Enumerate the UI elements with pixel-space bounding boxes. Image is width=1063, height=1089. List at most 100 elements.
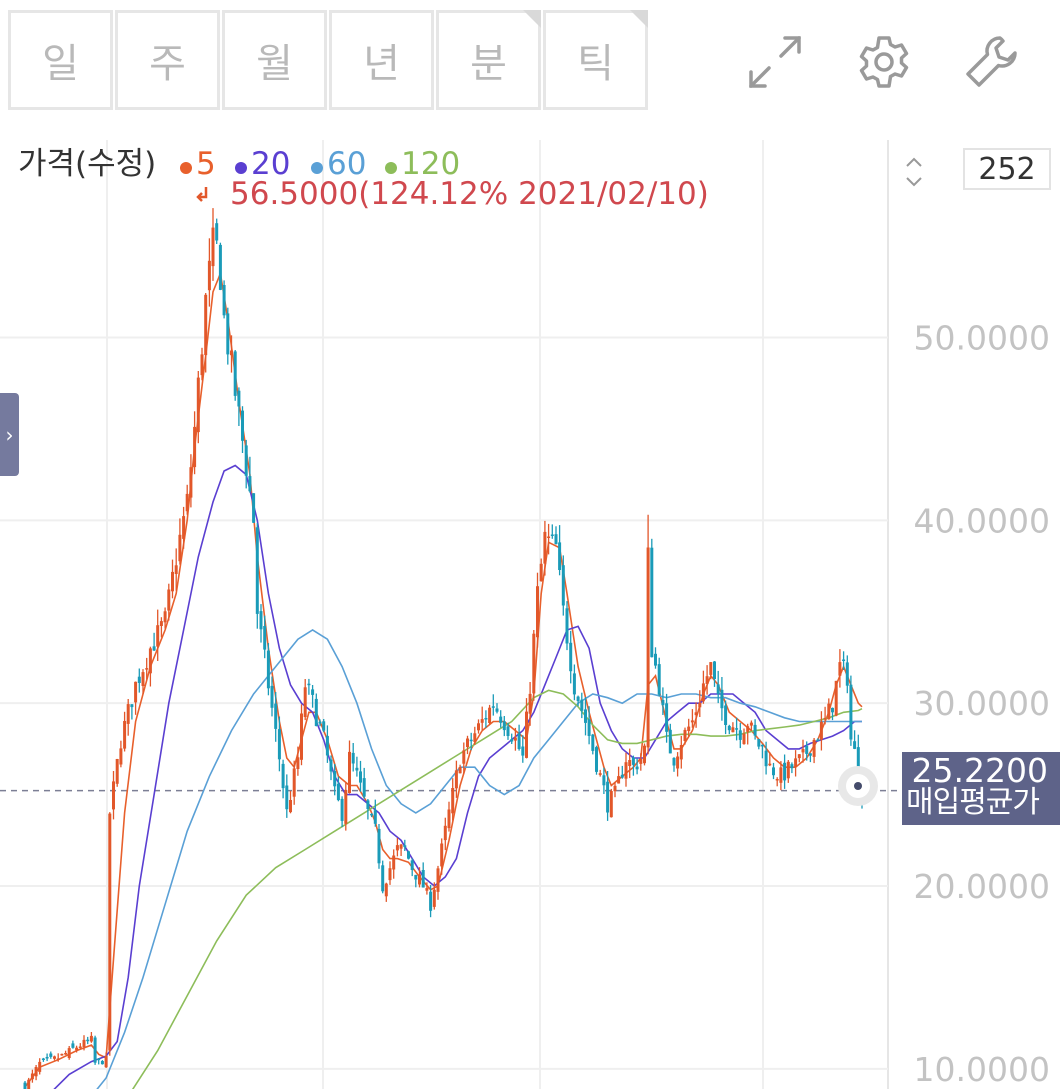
candle-body <box>292 768 296 797</box>
candle-body <box>322 721 326 731</box>
candle-body <box>266 650 270 689</box>
candle-body <box>359 771 362 783</box>
candle-body <box>521 746 525 756</box>
scroll-arrows-icon[interactable] <box>906 157 922 187</box>
candle-body <box>425 888 429 891</box>
candle-body <box>749 722 753 726</box>
candle-body <box>421 870 425 888</box>
side-panel-toggle[interactable]: › <box>0 393 19 476</box>
chart-grid <box>0 140 900 1089</box>
candle-body <box>388 868 392 881</box>
candle-body <box>827 703 831 720</box>
candle-body <box>71 1043 75 1048</box>
candle-count-field[interactable]: 252 <box>963 148 1051 190</box>
candle-body <box>82 1039 86 1047</box>
candle-body <box>536 586 539 638</box>
candle-body <box>237 390 241 407</box>
candle-body <box>104 1055 108 1068</box>
candle-body <box>370 813 374 816</box>
candle-body <box>130 704 134 708</box>
candle-body <box>495 708 499 712</box>
gear-icon[interactable] <box>852 30 916 94</box>
candle-body <box>38 1061 42 1072</box>
candle-body <box>185 493 189 512</box>
candle-body <box>561 565 565 606</box>
candle-body <box>395 845 399 851</box>
expand-arrows-icon[interactable] <box>743 30 807 94</box>
candle-body <box>134 681 138 703</box>
candle-body <box>93 1037 97 1063</box>
tab-minute[interactable]: 분 <box>436 10 541 110</box>
candle-body <box>252 493 256 523</box>
candle-body <box>381 865 385 892</box>
candle-body <box>617 776 621 784</box>
tab-year[interactable]: 년 <box>329 10 434 110</box>
candle-body <box>207 260 211 291</box>
candle-body <box>606 781 610 813</box>
candle-body <box>189 467 193 498</box>
candle-body <box>543 531 547 564</box>
candle-body <box>178 534 182 562</box>
candle-body <box>218 244 222 290</box>
candle-body <box>163 611 167 623</box>
candle-body <box>344 790 348 824</box>
candle-body <box>171 571 174 592</box>
candle-body <box>307 683 311 686</box>
candle-body <box>676 756 680 769</box>
candle-body <box>78 1046 82 1048</box>
candle-body <box>709 662 713 675</box>
chevron-right-icon: › <box>5 422 14 447</box>
legend-dot <box>385 162 397 174</box>
candle-body <box>255 527 259 614</box>
candle-body <box>786 761 790 779</box>
candle-body <box>277 729 281 760</box>
wrench-icon[interactable] <box>960 30 1024 94</box>
candle-body <box>808 753 812 756</box>
candle-body <box>75 1047 79 1051</box>
candle-body <box>558 542 562 570</box>
candle-body <box>705 676 709 684</box>
price-chart[interactable]: 10.0000 20.0000 30.0000 40.0000 50.0000 가격(수… <box>0 140 1063 1089</box>
candle-body <box>794 758 798 767</box>
max-price-marker: 56.5000(124.12% 2021/02/10) <box>196 176 709 212</box>
candle-body <box>366 800 370 809</box>
candle-body <box>469 739 473 742</box>
candle-body <box>355 767 359 771</box>
candle-body <box>812 739 816 757</box>
tab-week[interactable]: 주 <box>115 10 220 110</box>
candle-body <box>64 1053 68 1055</box>
candle-body <box>259 611 263 630</box>
candle-body <box>491 706 495 708</box>
candle-body <box>609 791 613 818</box>
candle-body <box>572 673 576 695</box>
candle-body <box>451 788 455 814</box>
candle-body <box>768 763 772 766</box>
candle-body <box>200 354 204 376</box>
tab-month[interactable]: 월 <box>222 10 327 110</box>
tab-day[interactable]: 일 <box>8 10 113 110</box>
candle-body <box>340 798 344 821</box>
candle-body <box>407 851 410 859</box>
candle-body <box>241 410 244 441</box>
candle-body <box>443 825 447 841</box>
candle-body <box>488 707 492 723</box>
candle-body <box>303 687 307 717</box>
candle-body <box>713 661 716 679</box>
max-price-label: 56.5000(124.12% 2021/02/10) <box>230 176 709 212</box>
candle-body <box>126 704 130 724</box>
legend-dot <box>180 162 192 174</box>
candle-body <box>613 785 617 792</box>
legend-dot <box>235 162 247 174</box>
candle-body <box>672 757 676 766</box>
current-price-marker[interactable] <box>838 766 878 806</box>
y-tick-label: 30.0000 <box>914 684 1050 723</box>
y-tick-label: 20.0000 <box>914 867 1050 906</box>
tab-tick-label: 틱 <box>577 41 614 87</box>
candle-body <box>757 739 761 747</box>
candle-body <box>296 757 300 769</box>
tab-tick[interactable]: 틱 <box>543 10 648 110</box>
candle-body <box>333 771 337 787</box>
tab-dropdown-corner <box>523 10 541 28</box>
candle-body <box>414 874 418 880</box>
candle-body <box>49 1053 53 1057</box>
